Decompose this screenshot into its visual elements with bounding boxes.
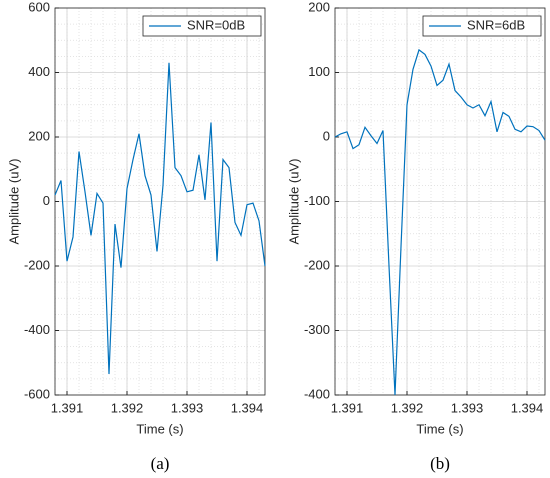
y-axis-label: Amplitude (uV) xyxy=(286,159,301,245)
x-tick-label: 1.392 xyxy=(391,400,424,415)
x-tick-label: 1.392 xyxy=(111,400,144,415)
x-tick-label: 1.394 xyxy=(511,400,544,415)
y-tick-label: -200 xyxy=(304,257,330,272)
data-line xyxy=(54,62,266,375)
x-tick-label: 1.393 xyxy=(171,400,204,415)
x-tick-label: 1.394 xyxy=(231,400,264,415)
x-axis-label: Time (s) xyxy=(136,421,183,436)
y-tick-label: 0 xyxy=(43,193,50,208)
legend-box xyxy=(142,15,262,37)
y-tick-label: 0 xyxy=(323,128,330,143)
x-tick-label: 1.391 xyxy=(331,400,364,415)
y-tick-label: 200 xyxy=(28,128,50,143)
y-tick-label: -400 xyxy=(24,322,50,337)
y-tick-label: -600 xyxy=(24,386,50,401)
y-tick-label: -100 xyxy=(304,193,330,208)
x-tick-label: 1.393 xyxy=(451,400,484,415)
panel-caption: (a) xyxy=(151,454,170,473)
legend-box xyxy=(422,15,542,37)
panel-caption: (b) xyxy=(430,454,450,473)
y-tick-label: -200 xyxy=(24,257,50,272)
axes-box xyxy=(334,7,546,396)
axes-box xyxy=(54,7,266,396)
data-line xyxy=(334,48,546,396)
x-axis-label: Time (s) xyxy=(416,421,463,436)
y-tick-label: -300 xyxy=(304,322,330,337)
y-tick-label: 200 xyxy=(308,0,330,14)
y-tick-label: -400 xyxy=(304,386,330,401)
y-tick-label: 600 xyxy=(28,0,50,14)
legend-label: SNR=0dB xyxy=(187,17,245,32)
y-axis-label: Amplitude (uV) xyxy=(6,159,21,245)
y-tick-label: 100 xyxy=(308,64,330,79)
legend-label: SNR=6dB xyxy=(467,17,525,32)
y-tick-label: 400 xyxy=(28,64,50,79)
x-tick-label: 1.391 xyxy=(51,400,84,415)
